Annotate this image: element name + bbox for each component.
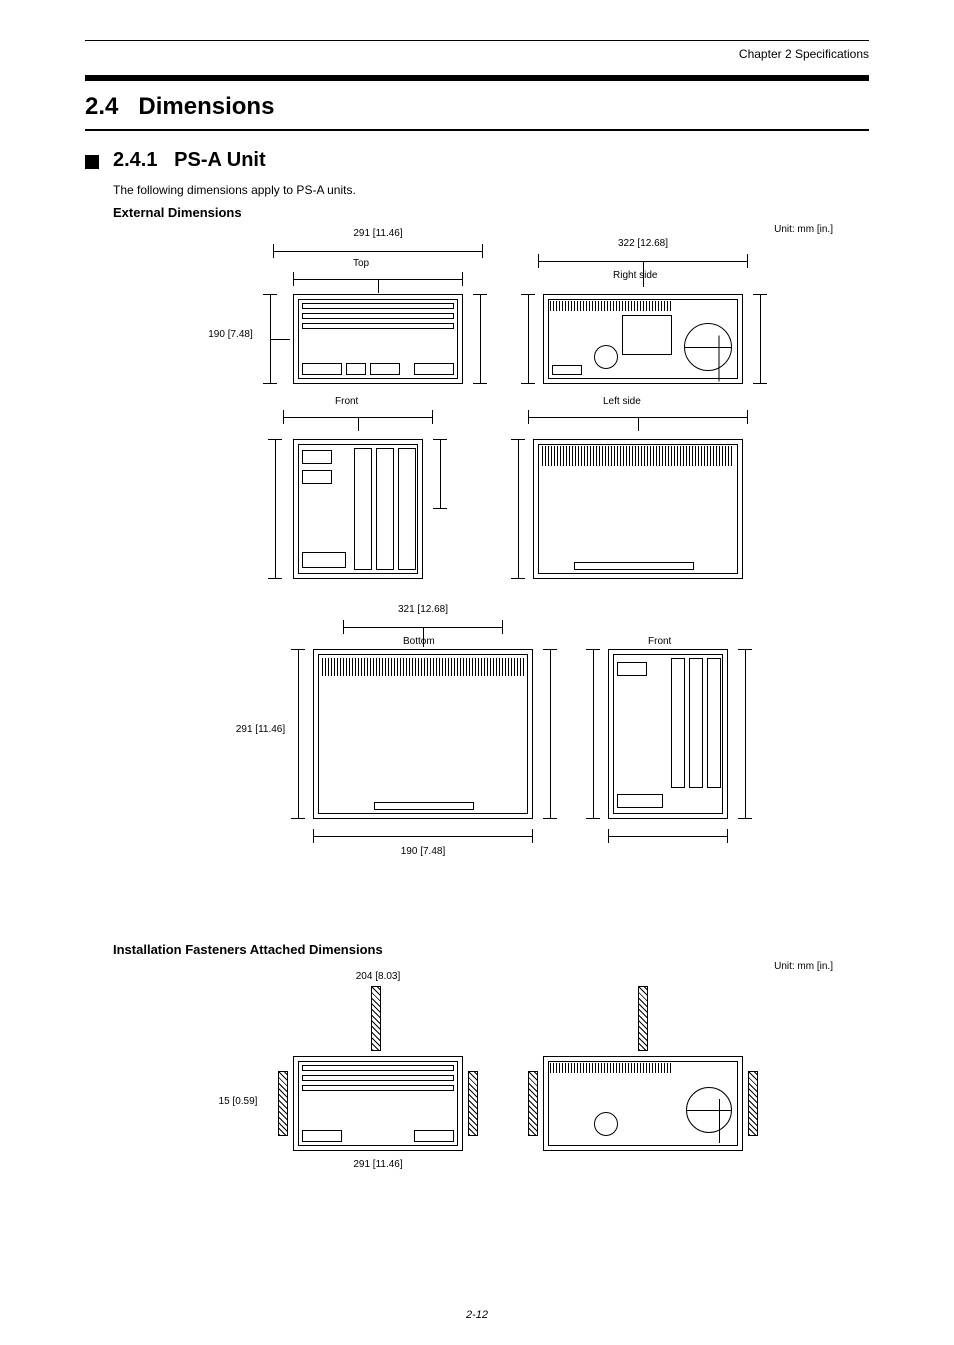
device-right-view [543,294,743,384]
page-footer: 2-12 [0,1309,954,1321]
dim-h-left-bracket [263,294,277,384]
dim-w-full: 291 [11.46] [273,228,483,239]
dim-front2-b [608,829,728,843]
dim-d: 322 [12.68] [538,238,748,249]
fastener-right-1 [468,1071,478,1136]
dim-w-body-bracket [293,272,463,286]
dim-d-body: 321 [12.68] [343,604,503,615]
dim-left-d-bracket [528,410,748,424]
dim-bottom-w-bracket [313,829,533,843]
device-top-view [293,294,463,384]
section-name: PS-A Unit [174,149,265,171]
section-title: 2.4.1 PS-A Unit [113,149,266,172]
title-bar-thick [85,75,869,81]
device-front-view [293,439,423,579]
dim-h-top: 190 [7.48] [203,329,258,340]
label-front-1: Front [335,396,358,407]
chapter-title: 2.4 Dimensions [85,93,869,121]
dim-h-rs-l [521,294,535,384]
dim-bottom-r [543,649,557,819]
chapter-name: Dimensions [138,93,274,120]
dim-front-h-r [433,439,447,509]
device-bottom-view [313,649,533,819]
dim-h-right-bracket [473,294,487,384]
label-top: Top [353,258,369,269]
dim-front-w-bracket [283,410,433,424]
section-intro: The following dimensions apply to PS-A u… [113,182,869,199]
mount-section-title: Installation Fasteners Attached Dimensio… [113,942,869,957]
chapter-number: 2.4 [85,93,118,120]
device-front2-view [608,649,728,819]
section-subhead: External Dimensions [113,205,869,220]
section-number: 2.4.1 [113,149,157,171]
fastener-right-2 [748,1071,758,1136]
dim-front2-r [738,649,752,819]
label-bottom: Bottom [403,636,435,647]
dim-panel-w: 291 [11.46] [233,724,288,735]
chapter-reference: Chapter 2 Specifications [85,47,869,61]
dim-front-h-l [268,439,282,579]
dim-front2-l [586,649,600,819]
label-right: Right side [613,270,657,281]
device-mount-top [293,1056,463,1151]
fastener-top-1 [371,986,381,1051]
unit-note: Unit: mm [in.] [774,224,833,235]
dim-mount-d: 15 [0.59] [208,1096,268,1107]
device-mount-side [543,1056,743,1151]
dim-w-full-bracket [273,244,483,258]
dim-mount-h: 204 [8.03] [333,971,423,982]
dim-left-h-l [511,439,525,579]
label-front-2: Front [648,636,671,647]
device-left-view [533,439,743,579]
title-bar-thin [85,129,869,131]
unit-note-2: Unit: mm [in.] [774,961,833,972]
dim-bottom-db-bracket [343,620,503,634]
dim-mount-w: 291 [11.46] [293,1159,463,1170]
fastener-left-2 [528,1071,538,1136]
dim-bottom-l [291,649,305,819]
label-left: Left side [603,396,641,407]
fastener-left-1 [278,1071,288,1136]
dim-panel-h-bottom: 190 [7.48] [313,846,533,857]
dim-d-bracket [538,254,748,268]
fastener-top-2 [638,986,648,1051]
section-bullet-icon [85,155,99,169]
header-rule-top [85,40,869,41]
dim-h-rs-r [753,294,767,384]
